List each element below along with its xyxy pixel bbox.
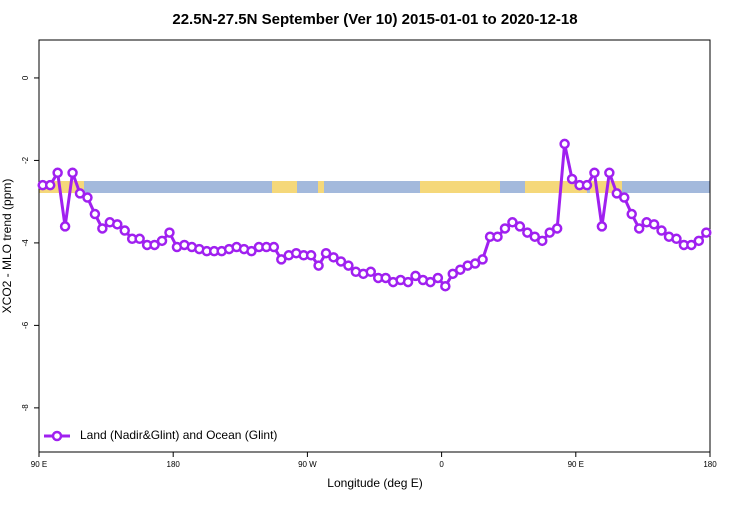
x-axis-label: Longitude (deg E) — [327, 476, 422, 490]
data-point — [492, 231, 503, 242]
data-point — [648, 219, 660, 230]
data-point — [44, 179, 56, 191]
data-point — [507, 217, 518, 228]
data-point — [499, 223, 511, 234]
plot-frame — [38, 39, 711, 453]
data-point — [581, 179, 593, 191]
data-point — [335, 256, 347, 267]
data-point — [410, 270, 421, 282]
data-point — [52, 167, 63, 179]
data-point — [97, 223, 108, 234]
data-point — [89, 208, 101, 220]
data-point — [74, 188, 86, 199]
data-point — [589, 167, 600, 179]
data-point — [268, 241, 280, 253]
data-point — [320, 247, 332, 259]
y-tick-label: -8 — [21, 404, 30, 412]
data-point — [514, 221, 526, 232]
data-point — [112, 219, 123, 230]
data-point — [522, 227, 533, 238]
data-point — [67, 167, 78, 179]
data-point — [701, 227, 712, 238]
data-point — [305, 250, 317, 261]
data-point — [156, 235, 168, 247]
data-point — [596, 221, 608, 232]
data-point — [380, 272, 391, 284]
data-point — [328, 252, 339, 263]
data-point — [626, 208, 637, 220]
chart-title: 22.5N-27.5N September (Ver 10) 2015-01-0… — [172, 11, 577, 28]
x-tick-label: 90 E — [31, 460, 47, 469]
data-point — [164, 227, 175, 238]
x-tick-label: 90 E — [568, 460, 584, 469]
x-tick-label: 90 W — [298, 460, 317, 469]
data-point — [477, 254, 488, 265]
data-point — [134, 233, 145, 245]
data-point — [671, 233, 682, 245]
data-point — [551, 223, 563, 234]
data-point — [633, 223, 645, 234]
data-point — [454, 264, 466, 275]
x-tick-label: 180 — [167, 460, 181, 469]
legend-marker — [51, 430, 63, 442]
data-point — [469, 258, 481, 269]
data-point — [447, 268, 459, 280]
data-point — [686, 239, 697, 251]
data-point — [246, 245, 257, 257]
data-point — [619, 192, 630, 203]
x-tick-label: 180 — [703, 460, 717, 469]
data-point — [537, 235, 548, 247]
data-point — [656, 225, 667, 236]
y-tick-label: -4 — [21, 239, 30, 247]
data-point — [566, 173, 578, 185]
y-axis-label: XCO2 - MLO trend (ppm) — [0, 179, 14, 314]
data-point — [604, 167, 615, 179]
data-point — [440, 280, 451, 292]
data-point — [343, 260, 354, 271]
legend-label: Land (Nadir&Glint) and Ocean (Glint) — [80, 428, 277, 442]
data-point — [693, 235, 705, 247]
data-point — [529, 231, 541, 242]
y-tick-label: -6 — [21, 321, 30, 329]
data-point — [119, 225, 130, 236]
series-line — [42, 143, 708, 289]
data-point — [313, 260, 324, 271]
data-point — [425, 276, 436, 288]
data-point — [59, 221, 71, 232]
y-tick-label: 0 — [21, 75, 30, 80]
data-point — [611, 188, 623, 199]
data-point — [365, 266, 377, 278]
data-point — [544, 227, 555, 238]
data-point — [149, 239, 160, 251]
data-point — [82, 192, 93, 203]
y-tick-label: -2 — [21, 156, 30, 164]
data-point — [559, 138, 570, 150]
data-point — [402, 276, 414, 288]
data-point — [432, 272, 444, 284]
data-point — [276, 254, 287, 265]
x-tick-label: 0 — [439, 460, 444, 469]
